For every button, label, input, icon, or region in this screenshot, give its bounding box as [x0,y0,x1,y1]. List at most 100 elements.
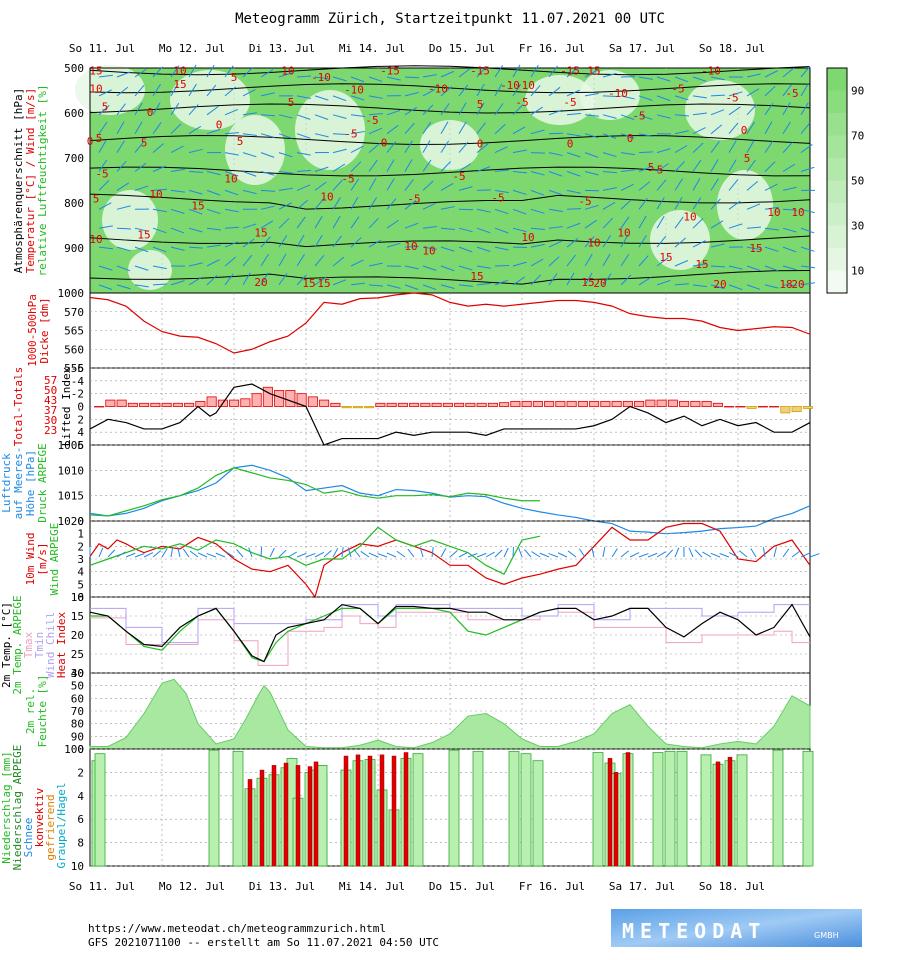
wind-barb [206,84,217,97]
wind-barb [746,121,755,134]
isotherm-label: 10 [149,188,162,201]
wind-barb [152,246,167,253]
isotherm-label: -10 [311,71,331,84]
total-totals-bar [487,402,498,407]
wind-barb [566,222,581,229]
wind-barb [242,238,255,248]
isotherm-label: 10 [422,244,435,257]
wind-barb [728,122,739,135]
wind-barb [170,168,185,172]
colorbar-cell [827,248,847,271]
wind-barb [476,208,491,213]
total-totals-bar [780,406,791,414]
wind-barb [620,95,635,100]
isotherm-label: 10 [320,190,333,203]
wind-barb [620,169,635,172]
day-label-bottom: Mo 12. Jul [159,880,225,893]
wind-arrow [782,548,790,558]
wind-barb [602,273,612,286]
wind-barb [530,189,545,196]
isotherm-label: -15 [380,64,400,77]
wind-barb [512,104,524,116]
wind-barb [800,246,815,252]
wind-barb [260,171,275,176]
wind-barb [620,152,635,156]
axis-label: Tmax [22,631,35,658]
total-totals-bar [285,390,296,407]
wind-barb [188,64,197,78]
wind-barb [98,89,112,97]
wind-barb [692,263,707,267]
wind-barb [386,178,395,191]
wind-barb [224,226,239,229]
wind-arrow [206,553,217,558]
dry-region [170,70,250,130]
wind-barb [800,144,813,154]
isotherm-label: 18 [779,278,792,291]
wind-barb [638,215,647,229]
wind-barb [386,109,401,116]
wind-barb [476,122,486,135]
wind-barb [422,226,437,229]
dry-region [650,210,710,270]
wind-barb [530,129,545,135]
total-totals-bar [566,400,577,407]
humidity-area [89,678,811,750]
wind-arrow [638,553,649,558]
wind-barb [332,114,347,120]
wind-barb [134,141,145,153]
wind-barb [548,208,563,212]
isotherm-label: 20 [713,278,726,291]
wind-barb [296,95,311,100]
isotherm-label: 5 [288,96,295,109]
total-totals-bar [791,406,802,413]
wind-barb [458,102,467,116]
wind-barb [764,206,779,210]
wind-barb [566,189,581,194]
colorbar-tick-label: 90 [851,85,864,98]
wind-barb [656,235,667,248]
wind-barb [296,184,311,191]
total-totals-bar [679,400,690,407]
wind-barb [674,260,689,267]
wind-barb [710,159,719,172]
total-totals-bar [757,406,768,408]
total-totals-tick: 50 [44,384,57,397]
day-label-bottom: Do 15. Jul [429,880,495,893]
wind-barb [440,121,449,134]
total-totals-bar [364,406,375,409]
wind-barb [440,103,450,116]
colorbar-cell [827,113,847,136]
wind-barb [314,95,329,101]
total-totals-bar [712,402,723,407]
precip-total-bar [676,750,688,867]
total-totals-bar [600,400,611,407]
total-totals-bar [555,400,566,407]
precip-convective-bar [715,761,721,867]
isotherm-label: -5 [785,87,798,100]
wind-arrow [531,551,541,558]
wind-barb [638,181,651,191]
wind-arrow [750,548,757,558]
wind-barb [530,208,545,214]
axis-label: Höhe [hPa] [24,450,37,516]
wind-barb [260,236,271,248]
isotherm-label: -10 [701,64,721,77]
wind-barb [98,140,107,153]
wind-barb [710,124,723,135]
wind-barb [494,146,508,154]
total-totals-bar [420,402,431,407]
meteodat-logo[interactable]: METEODAT GMBH [611,909,862,947]
wind-barb [242,89,256,97]
wind-arrow [773,547,777,558]
thickness-line [89,292,811,354]
wind-barb [620,199,632,210]
axis-label: relative Luftfeuchtigkeit [%] [36,84,49,276]
wind-barb [782,265,797,271]
colorbar-tick-label: 30 [851,220,864,233]
wind-arrow [170,547,174,558]
axis-label: konvektiv [33,787,46,847]
wind-barb [296,234,305,248]
wind-barb [314,215,323,229]
wind-barb [170,102,180,116]
